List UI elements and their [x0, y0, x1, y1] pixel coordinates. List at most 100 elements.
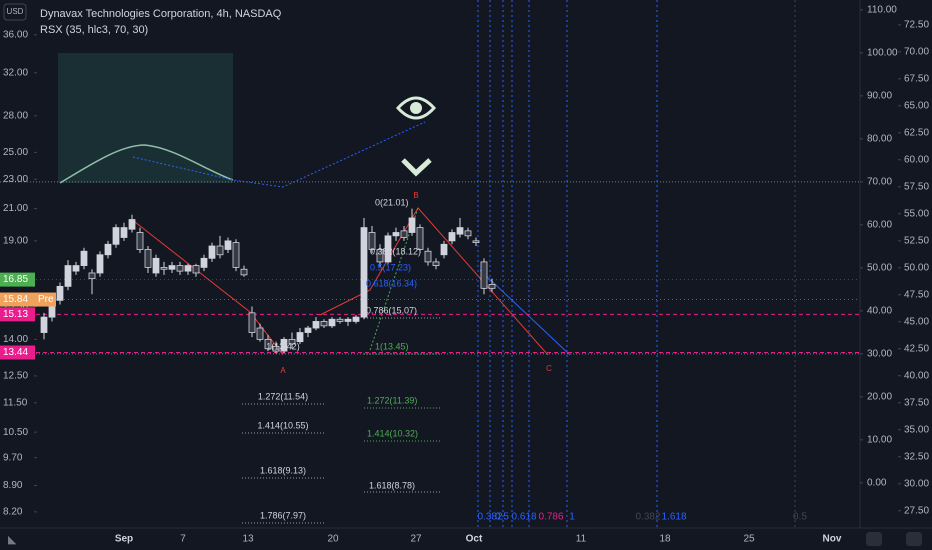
fib-label: 0(21.01)	[375, 197, 409, 207]
settings-button[interactable]	[866, 532, 882, 546]
y3-tick-label: 30.00	[904, 478, 929, 489]
y-tick-label: 21.00	[3, 203, 28, 214]
y3-tick-label: 62.50	[904, 127, 929, 138]
candle-body	[144, 249, 152, 268]
settings-button[interactable]	[906, 532, 922, 546]
candle-body	[392, 232, 400, 237]
candle-body	[288, 338, 296, 345]
candle-body	[208, 245, 216, 259]
fib-label: 0.618(16.34)	[366, 278, 417, 288]
y-tick-label: 14.00	[3, 334, 28, 345]
y3-tick-label: 57.50	[904, 181, 929, 192]
candle-body	[256, 327, 264, 340]
candle-body	[112, 227, 120, 245]
fib-label: 1.618(8.78)	[369, 480, 415, 490]
time-fib-label: 0.382	[635, 512, 660, 523]
candle-body	[304, 327, 312, 333]
candle-body	[80, 250, 88, 266]
time-fib-label: 1	[569, 512, 575, 523]
y2-tick-label: 10.00	[867, 434, 892, 445]
chart-title: Dynavax Technologies Corporation, 4h, NA…	[40, 8, 282, 20]
candle-body	[384, 235, 392, 263]
price-tag	[0, 345, 35, 360]
candle-body	[96, 254, 104, 274]
candle-body	[40, 316, 48, 333]
y3-tick-label: 52.50	[904, 235, 929, 246]
fib-label: 1.414(10.55)	[257, 420, 308, 430]
fib-label: 1(13.45)	[375, 341, 409, 351]
y3-tick-label: 45.00	[904, 316, 929, 327]
candle-body	[344, 318, 352, 322]
y2-tick-label: 50.00	[867, 263, 892, 274]
candle-body	[232, 242, 240, 268]
currency: USD	[7, 7, 24, 16]
fib-label: 1.618(9.13)	[260, 465, 306, 475]
candle-body	[280, 338, 288, 352]
candle-body	[464, 230, 472, 237]
y-tick-label: 36.00	[3, 29, 28, 40]
y2-tick-label: 0.00	[867, 477, 887, 488]
price-tag-label: 13.44	[3, 347, 28, 358]
candle-body	[336, 318, 344, 322]
y-tick-label: 9.70	[3, 452, 23, 463]
y3-tick-label: 27.50	[904, 505, 929, 516]
x-tick-label: Oct	[466, 534, 483, 545]
candle-body	[312, 321, 320, 329]
wave-line	[134, 221, 284, 356]
price-tag-label: 16.85	[3, 274, 28, 285]
time-fib-label: 0.786	[538, 512, 563, 523]
candle-body	[264, 338, 272, 350]
eye-icon	[395, 96, 437, 120]
y2-tick-label: 90.00	[867, 91, 892, 102]
x-tick-label: 20	[327, 534, 339, 545]
y3-tick-label: 47.50	[904, 289, 929, 300]
candle-body	[88, 272, 96, 280]
y3-tick-label: 55.00	[904, 208, 929, 219]
y3-tick-label: 35.00	[904, 424, 929, 435]
wave-label: C	[546, 364, 552, 373]
candle-body	[400, 230, 408, 238]
y3-tick-label: 40.00	[904, 370, 929, 381]
candle-body	[416, 227, 424, 250]
time-fib-lines	[477, 0, 796, 528]
x-tick-label: Sep	[115, 534, 133, 545]
time-fib-label: 0.5	[495, 512, 509, 523]
pre-tag	[35, 292, 56, 307]
check-icon	[401, 158, 432, 177]
y-tick-label: 28.00	[3, 110, 28, 121]
y2-tick-label: 70.00	[867, 177, 892, 188]
candle-body	[72, 265, 80, 272]
y2-tick-label: 20.00	[867, 392, 892, 403]
logo: ◣	[8, 534, 17, 546]
candle-body	[240, 268, 248, 276]
candle-body	[368, 232, 376, 250]
candle-body	[480, 261, 488, 289]
price-tag-label: 15.13	[3, 309, 28, 320]
fib-dots	[242, 317, 440, 524]
candle-body	[488, 284, 496, 289]
price-tag	[0, 307, 35, 322]
fib-label: 1.414(10.32)	[367, 428, 418, 438]
y3-tick-label: 72.50	[904, 19, 929, 30]
fib-label: 1.272(11.54)	[258, 391, 308, 401]
candle-body	[472, 240, 480, 243]
currency-box	[3, 3, 27, 21]
pre-tag-label: Pre	[38, 294, 54, 305]
y2-tick-label: 60.00	[867, 220, 892, 231]
price-tag	[0, 292, 35, 307]
y3-tick-label: 37.50	[904, 397, 929, 408]
rsx-curve	[59, 144, 234, 184]
x-tick-label: 11	[576, 534, 587, 545]
y2-tick-label: 100.00	[867, 48, 898, 59]
y-tick-label: 15.50	[3, 301, 28, 312]
candle-body	[192, 265, 200, 274]
candle-body	[120, 227, 128, 238]
fib-label: 1(13.42)	[266, 341, 300, 351]
y3-tick-label: 67.50	[904, 73, 929, 84]
fib-label: 1.272(11.39)	[367, 395, 417, 405]
candle-body	[432, 261, 440, 266]
candle-body	[424, 250, 432, 263]
candle-body	[352, 316, 360, 322]
y-tick-label: 12.50	[3, 371, 28, 382]
y-tick-label: 10.50	[3, 427, 28, 438]
